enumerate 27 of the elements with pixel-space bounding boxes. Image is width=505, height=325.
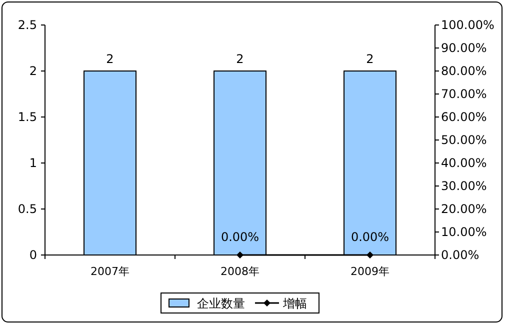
y2-tick-label: 80.00% xyxy=(441,64,487,78)
y2-tick-label: 10.00% xyxy=(441,225,487,239)
y-tick-label: 2 xyxy=(29,64,37,78)
data-label: 2 xyxy=(236,52,244,66)
y2-tick-label: 70.00% xyxy=(441,87,487,101)
y2-tick-label: 60.00% xyxy=(441,110,487,124)
legend-label: 企业数量 xyxy=(197,296,245,310)
y-tick-label: 1.5 xyxy=(18,110,37,124)
x-tick-label: 2009年 xyxy=(350,265,390,278)
y-tick-label: 2.5 xyxy=(18,18,37,32)
y2-tick-label: 50.00% xyxy=(441,133,487,147)
data-label: 2 xyxy=(106,52,114,66)
y-tick-label: 0 xyxy=(29,248,37,262)
data-label: 2 xyxy=(366,52,374,66)
y2-tick-label: 40.00% xyxy=(441,156,487,170)
data-label: 0.00% xyxy=(220,230,260,244)
x-tick-label: 2007年 xyxy=(90,265,130,278)
y-tick-label: 1 xyxy=(29,156,37,170)
x-tick-label: 2008年 xyxy=(220,265,260,278)
data-label: 0.00% xyxy=(350,230,390,244)
y2-tick-label: 30.00% xyxy=(441,179,487,193)
y2-tick-label: 20.00% xyxy=(441,202,487,216)
y2-tick-label: 100.00% xyxy=(441,18,494,32)
y2-tick-label: 90.00% xyxy=(441,41,487,55)
legend-label: 增幅 xyxy=(282,296,307,310)
y-tick-label: 0.5 xyxy=(18,202,37,216)
y2-tick-label: 0.00% xyxy=(441,248,480,262)
